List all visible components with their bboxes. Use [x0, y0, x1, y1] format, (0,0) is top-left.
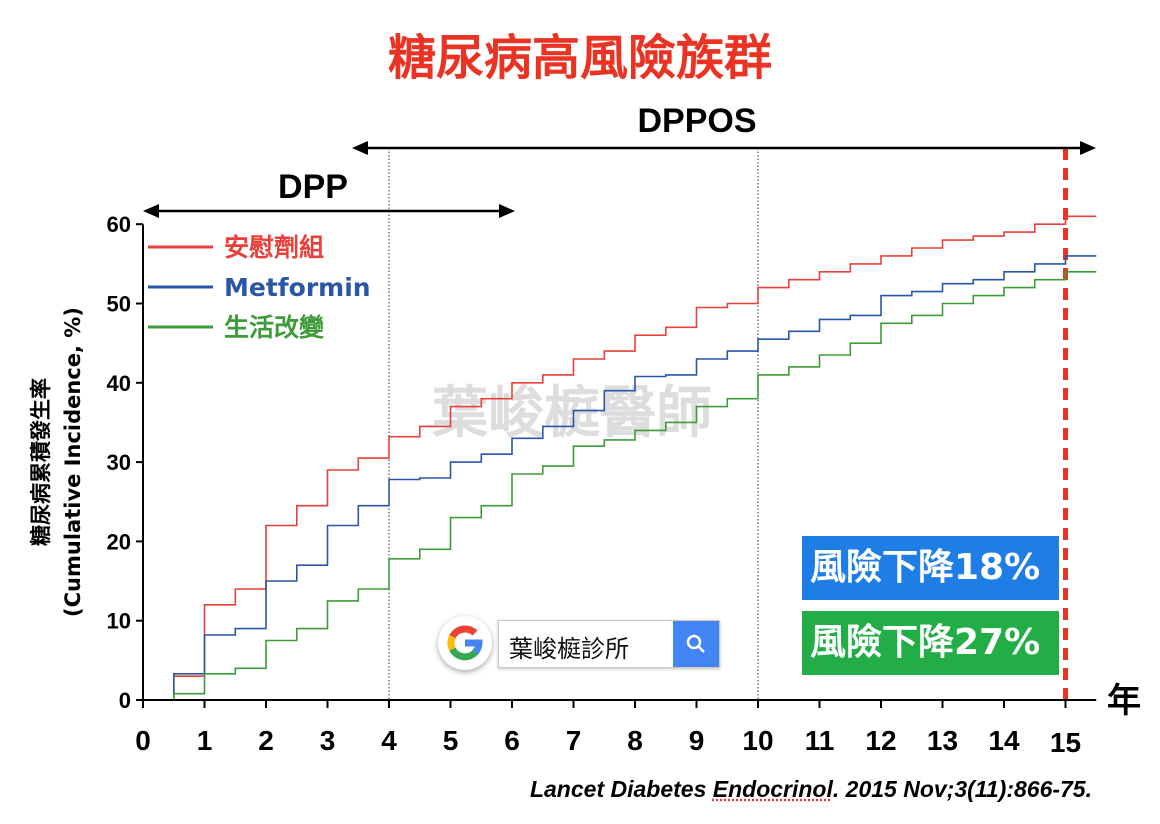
- period-arrowhead-right-1: [1080, 141, 1096, 155]
- legend-label-0: 安慰劑組: [224, 233, 324, 262]
- y-axis-label-line2: (Cumulative Incidence, %): [61, 307, 85, 617]
- x-tick-label: 3: [320, 725, 336, 756]
- x-tick-label: 0: [135, 725, 151, 756]
- series-line-2: [143, 270, 1097, 701]
- x-tick-label: 14: [988, 725, 1020, 756]
- x-tick-label: 15: [1050, 727, 1081, 758]
- x-tick-label: 9: [689, 725, 705, 756]
- search-query: 葉峻榳診所: [509, 635, 629, 663]
- y-tick-label: 10: [107, 609, 131, 634]
- legend-label-1: Metformin: [224, 273, 371, 302]
- y-tick-label: 40: [107, 371, 131, 396]
- period-arrowhead-left-1: [352, 141, 368, 155]
- google-g-icon: [438, 616, 492, 670]
- search-button[interactable]: [673, 621, 719, 667]
- citation: Lancet Diabetes Endocrinol. 2015 Nov;3(1…: [529, 776, 1092, 802]
- series-line-0: [143, 215, 1097, 701]
- y-tick-label: 0: [119, 688, 131, 713]
- period-arrowhead-left-0: [143, 204, 159, 218]
- risk-reduction-lifestyle-badge: 風險下降27%: [802, 611, 1059, 675]
- y-axis-label: 糖尿病累積發生率 (Cumulative Incidence, %): [29, 307, 85, 617]
- search-widget: 葉峻榳診所: [438, 616, 720, 672]
- period-label-0: DPP: [278, 168, 348, 206]
- y-tick-label: 30: [107, 450, 131, 475]
- y-tick-label: 50: [107, 292, 131, 317]
- x-tick-label: 2: [258, 725, 274, 756]
- chart-title: 糖尿病高風險族群: [387, 30, 772, 86]
- risk-reduction-metformin-badge: 風險下降18%: [802, 536, 1059, 600]
- legend-label-2: 生活改變: [224, 313, 325, 342]
- watermark-layer: 葉峻榳醫師: [431, 381, 712, 446]
- period-arrows: DPP DPPOS: [143, 102, 1096, 218]
- y-axis-label-line1: 糖尿病累積發生率: [29, 378, 53, 546]
- search-icon: [686, 634, 705, 653]
- y-tick-label: 60: [107, 212, 131, 237]
- axes: [136, 223, 1097, 708]
- period-label-1: DPPOS: [637, 102, 756, 140]
- x-tick-label: 8: [627, 725, 643, 756]
- watermark-text: 葉峻榳醫師: [431, 381, 712, 446]
- x-axis-unit: 年: [1107, 681, 1141, 721]
- x-tick-label: 1: [197, 725, 213, 756]
- y-axis-label-group: 糖尿病累積發生率 (Cumulative Incidence, %): [29, 307, 85, 617]
- period-arrowhead-right-0: [499, 204, 515, 218]
- series-line-1: [143, 255, 1097, 701]
- series-layer: [143, 215, 1097, 701]
- x-tick-label: 12: [865, 725, 896, 756]
- x-tick-label: 13: [927, 725, 958, 756]
- x-tick-label: 6: [504, 725, 520, 756]
- search-input[interactable]: 葉峻榳診所: [498, 620, 720, 668]
- legend: 安慰劑組 Metformin 生活改變: [148, 233, 371, 342]
- x-tick-label: 5: [443, 725, 459, 756]
- x-tick-label: 10: [742, 725, 773, 756]
- x-tick-label: 4: [381, 725, 397, 756]
- x-tick-label: 11: [805, 725, 835, 756]
- x-tick-label: 7: [566, 725, 582, 756]
- y-tick-label: 20: [107, 529, 131, 554]
- reference-lines: [388, 148, 1068, 700]
